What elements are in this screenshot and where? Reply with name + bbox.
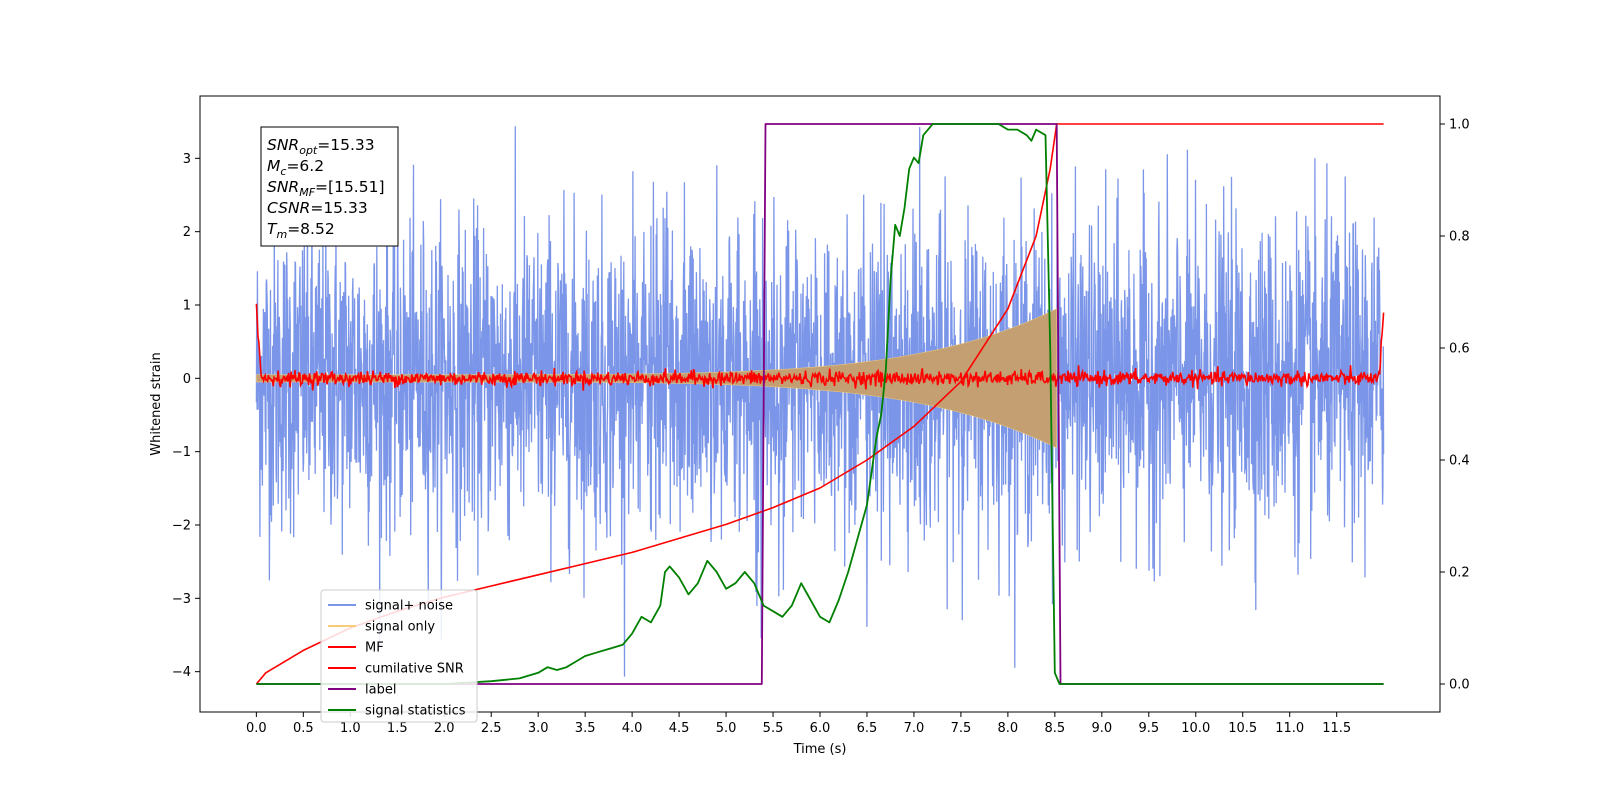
x-tick-label: 3.5 <box>575 721 596 736</box>
x-tick-label: 0.0 <box>246 721 267 736</box>
x-tick-label: 9.0 <box>1091 721 1112 736</box>
y-right-tick-label: 0.0 <box>1449 678 1470 693</box>
x-tick-label: 10.5 <box>1228 721 1257 736</box>
y-right-tick-label: 1.0 <box>1449 118 1470 133</box>
x-axis-label: Time (s) <box>793 742 847 757</box>
y-tick-label: 2 <box>183 225 191 240</box>
series-signal-noise-line <box>255 126 1385 677</box>
y-right-tick-label: 0.6 <box>1449 342 1470 357</box>
y-right-tick-label: 0.2 <box>1449 566 1470 581</box>
annotation-line: CSNR=15.33 <box>267 199 368 217</box>
x-tick-label: 6.5 <box>857 721 878 736</box>
y-tick-label: 3 <box>183 152 191 167</box>
y-tick-label: −2 <box>172 519 191 534</box>
x-tick-label: 6.0 <box>810 721 831 736</box>
legend-entry-label: signal only <box>365 620 435 635</box>
y-tick-label: 1 <box>183 299 191 314</box>
x-tick-label: 7.5 <box>951 721 972 736</box>
x-tick-label: 11.5 <box>1322 721 1351 736</box>
x-tick-label: 2.0 <box>434 721 455 736</box>
y-tick-label: −3 <box>172 592 191 607</box>
legend-entry-label: label <box>365 683 396 698</box>
y-tick-label: 0 <box>183 372 191 387</box>
x-tick-label: 10.0 <box>1181 721 1210 736</box>
y-tick-label: −1 <box>172 445 191 460</box>
annotation-line: Mc=6.2 <box>267 157 324 178</box>
annotation-frame <box>260 126 399 247</box>
x-tick-label: 8.5 <box>1045 721 1066 736</box>
legend: signal+ noise signal only MF cumilative SNR… <box>320 589 478 723</box>
y-right-tick-label: 0.8 <box>1449 230 1470 245</box>
x-tick-label: 4.0 <box>622 721 643 736</box>
x-tick-label: 2.5 <box>481 721 502 736</box>
y-right-tick-label: 0.4 <box>1449 454 1470 469</box>
x-tick-label: 1.0 <box>340 721 361 736</box>
annotation-line: Tm=8.52 <box>267 220 335 241</box>
x-tick-label: 7.0 <box>904 721 925 736</box>
series-mf-line <box>255 303 1385 391</box>
annotation-line: SNRopt=15.33 <box>267 136 375 157</box>
x-tick-label: 8.0 <box>998 721 1019 736</box>
legend-entry-label: MF <box>365 641 384 656</box>
series-signal-statistics-line <box>256 123 1384 685</box>
legend-entry-label: signal statistics <box>365 704 466 719</box>
x-tick-label: 1.5 <box>387 721 408 736</box>
x-tick-label: 3.0 <box>528 721 549 736</box>
x-tick-label: 0.5 <box>293 721 314 736</box>
y-axis-label: Whitened strain <box>149 352 164 455</box>
annotation-line: SNRMF=[15.51] <box>267 178 385 199</box>
legend-frame <box>320 589 478 723</box>
ticks: 0.0 0.5 1.0 1.5 2.0 2.5 3.0 3.5 4.0 4.5 5.0 5.5 6.0 6… <box>172 118 1470 737</box>
x-tick-label: 9.5 <box>1138 721 1159 736</box>
legend-entry-label: cumilative SNR <box>365 662 464 677</box>
x-tick-label: 5.0 <box>716 721 737 736</box>
snr-annotation-box: SNRopt=15.33Mc=6.2SNRMF=[15.51]CSNR=15.3… <box>260 126 399 247</box>
y-tick-label: −4 <box>172 665 191 680</box>
x-tick-label: 4.5 <box>669 721 690 736</box>
x-tick-label: 11.0 <box>1275 721 1304 736</box>
x-tick-label: 5.5 <box>763 721 784 736</box>
legend-entry-label: signal+ noise <box>365 599 453 614</box>
